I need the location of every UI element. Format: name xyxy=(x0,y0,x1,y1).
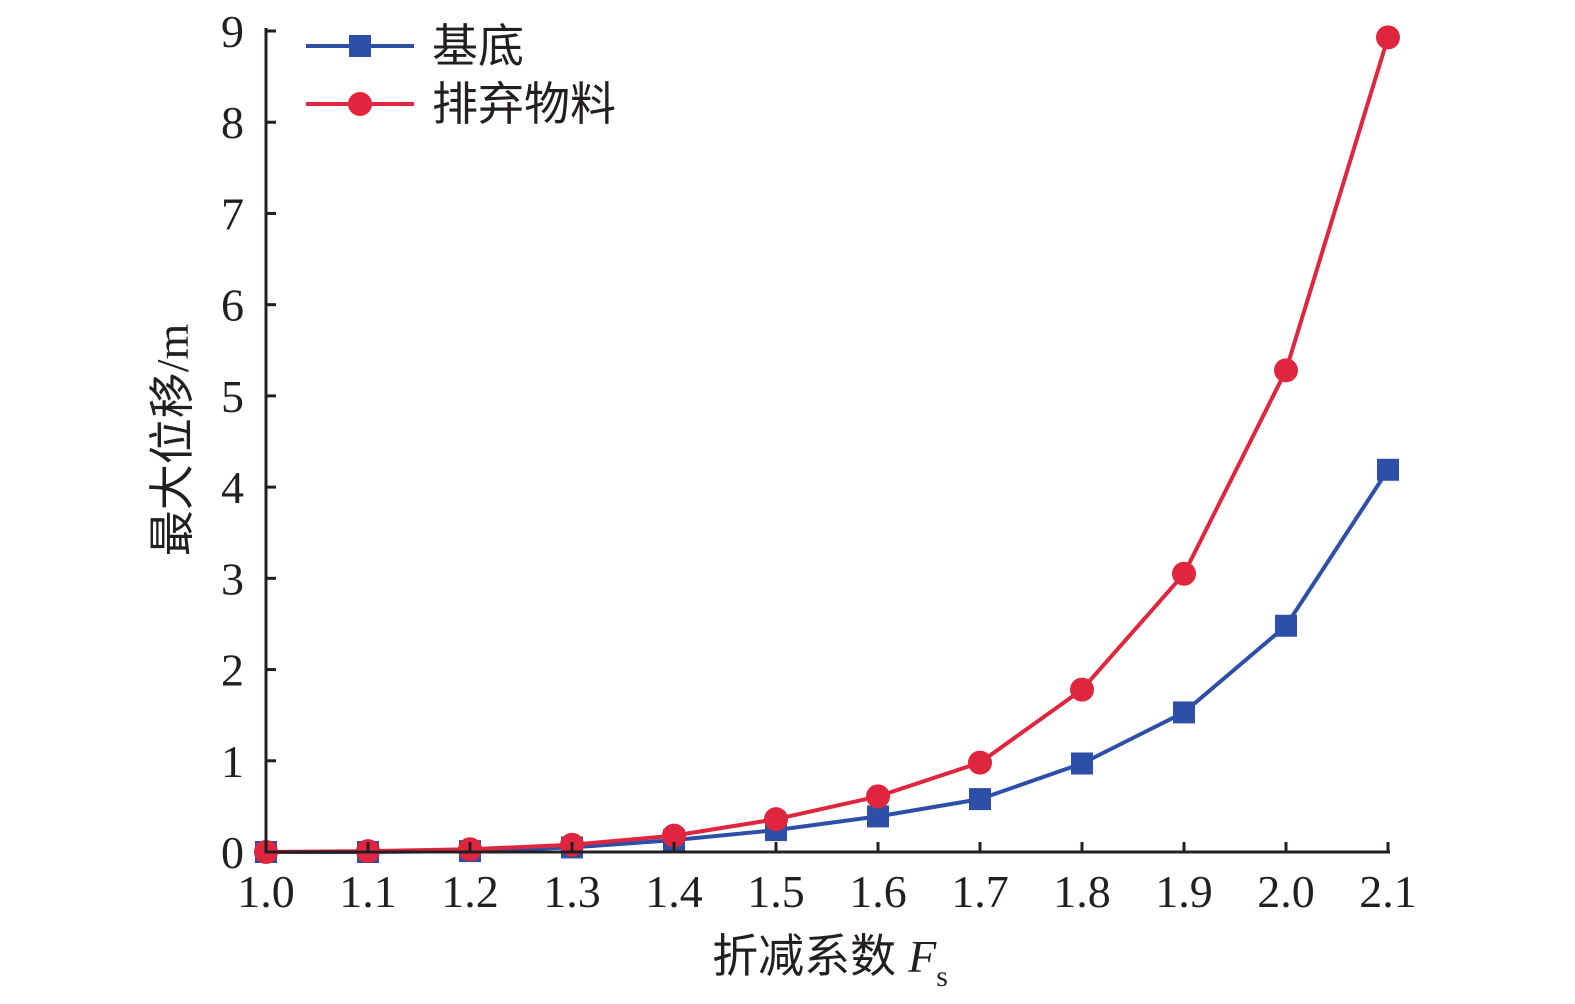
data-point xyxy=(1173,701,1195,724)
ticks: 0 1 2 3 4 5 6 7 8 9 1.0 1.1 1.2 1.3 1.4 1.5 1.6 1.7 1.8 1.9… xyxy=(221,6,1417,917)
legend-item-waste: 排弃物料 xyxy=(306,79,616,130)
legend-label-base: 基底 xyxy=(432,21,524,72)
y-axis-title: 最大位移/m xyxy=(147,324,198,557)
series-0 xyxy=(255,458,1399,863)
x-tick-label: 1.2 xyxy=(441,866,499,917)
legend-marker-waste xyxy=(348,92,372,116)
series-line xyxy=(266,468,1390,854)
x-tick-label: 1.8 xyxy=(1053,866,1111,917)
x-tick-label: 1.0 xyxy=(237,866,295,917)
data-point xyxy=(662,823,686,848)
x-axis-title-variable: F xyxy=(907,931,937,982)
axes xyxy=(264,28,1390,854)
data-point xyxy=(867,805,889,828)
x-tick-label: 1.9 xyxy=(1155,866,1213,917)
data-point xyxy=(1275,614,1297,637)
y-tick-label: 0 xyxy=(221,827,244,878)
y-tick-label: 6 xyxy=(221,280,244,331)
data-point xyxy=(764,807,788,832)
data-point xyxy=(1376,25,1400,50)
legend: 基底 排弃物料 xyxy=(306,21,616,130)
y-tick-label: 1 xyxy=(221,736,244,787)
y-tick-label: 2 xyxy=(221,645,244,696)
x-tick-label: 1.7 xyxy=(951,866,1009,917)
x-tick-label: 1.1 xyxy=(339,866,397,917)
x-tick-label: 2.0 xyxy=(1257,866,1315,917)
data-point xyxy=(1274,358,1298,383)
series-layer xyxy=(254,25,1400,864)
data-point xyxy=(1172,561,1196,586)
data-point xyxy=(1377,458,1399,481)
legend-item-base: 基底 xyxy=(306,21,524,72)
x-axis-title-subscript: s xyxy=(936,960,948,993)
data-point xyxy=(969,788,991,811)
series-1 xyxy=(254,25,1400,864)
legend-label-waste: 排弃物料 xyxy=(432,79,616,130)
y-tick-label: 3 xyxy=(221,553,244,604)
y-tick-label: 7 xyxy=(221,188,244,239)
data-point xyxy=(1070,677,1094,702)
x-tick-label: 1.6 xyxy=(849,866,907,917)
x-tick-label: 1.4 xyxy=(645,866,703,917)
x-tick-label: 1.5 xyxy=(747,866,805,917)
legend-marker-base xyxy=(349,35,371,57)
data-point xyxy=(866,784,890,809)
data-point xyxy=(1071,752,1093,775)
data-point xyxy=(968,750,992,775)
x-tick-label: 2.1 xyxy=(1359,866,1417,917)
y-tick-label: 5 xyxy=(221,371,244,422)
y-tick-label: 9 xyxy=(221,6,244,57)
x-axis-title-text: 折减系数 xyxy=(712,931,896,982)
series-line xyxy=(265,36,1390,854)
x-axis-title: 折减系数 Fs xyxy=(712,931,948,993)
y-tick-label: 8 xyxy=(221,97,244,148)
y-tick-label: 4 xyxy=(221,462,244,513)
x-tick-label: 1.3 xyxy=(543,866,601,917)
